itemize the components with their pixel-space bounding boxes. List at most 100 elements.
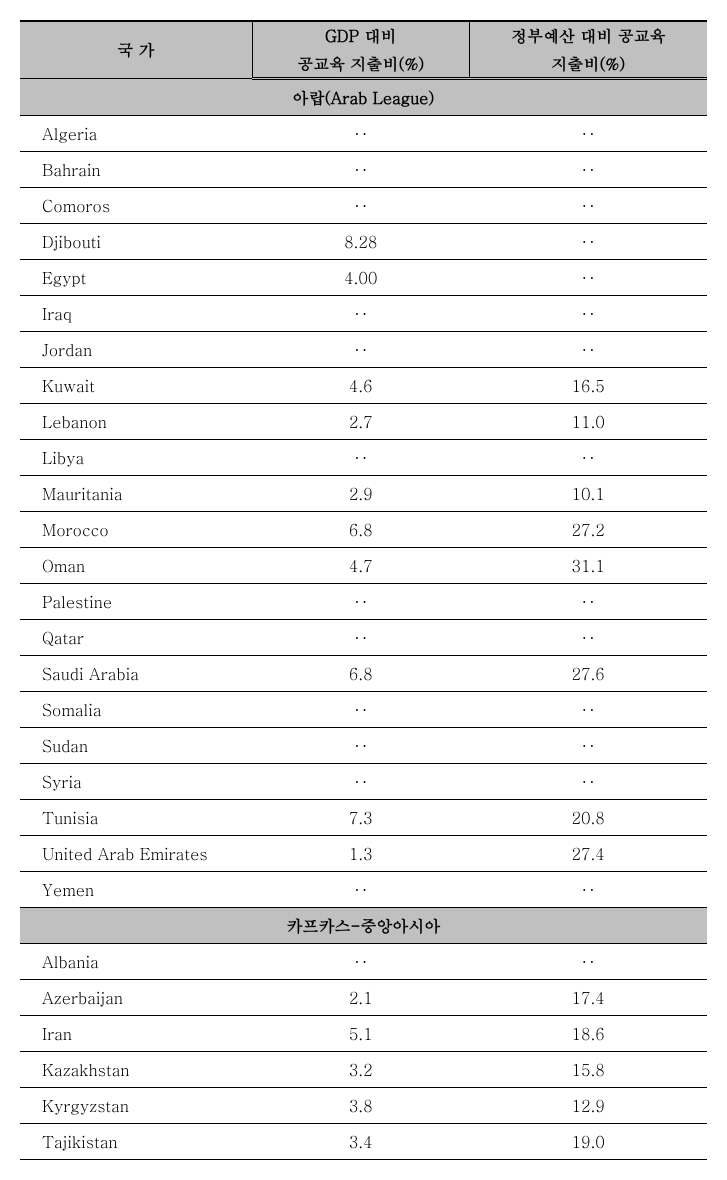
- gov-cell: ‥: [469, 584, 707, 620]
- country-cell: Syria: [20, 764, 252, 800]
- gov-cell: ‥: [469, 188, 707, 224]
- table-row: Lebanon2.711.0: [20, 404, 707, 440]
- gov-cell: 12.9: [469, 1088, 707, 1124]
- gdp-cell: 3.4: [252, 1124, 469, 1160]
- gov-cell: 17.4: [469, 980, 707, 1016]
- col-header-gov-line1: 정부예산 대비 공교육: [469, 21, 707, 50]
- gdp-cell: ‥: [252, 332, 469, 368]
- gdp-cell: ‥: [252, 440, 469, 476]
- table-body: 아랍(Arab League)Algeria‥‥Bahrain‥‥Comoros…: [20, 79, 707, 1160]
- country-cell: Djibouti: [20, 224, 252, 260]
- col-header-gdp-line1: GDP 대비: [252, 21, 469, 50]
- table-row: Egypt4.00‥: [20, 260, 707, 296]
- table-row: Yemen‥‥: [20, 872, 707, 908]
- country-cell: Albania: [20, 944, 252, 980]
- country-cell: Egypt: [20, 260, 252, 296]
- country-cell: United Arab Emirates: [20, 836, 252, 872]
- gdp-cell: 8.28: [252, 224, 469, 260]
- gdp-cell: ‥: [252, 116, 469, 152]
- gdp-cell: ‥: [252, 872, 469, 908]
- country-cell: Iran: [20, 1016, 252, 1052]
- gdp-cell: 1.3: [252, 836, 469, 872]
- gdp-cell: ‥: [252, 152, 469, 188]
- country-cell: Kazakhstan: [20, 1052, 252, 1088]
- gov-cell: ‥: [469, 260, 707, 296]
- table-row: Syria‥‥: [20, 764, 707, 800]
- country-cell: Bahrain: [20, 152, 252, 188]
- gov-cell: ‥: [469, 728, 707, 764]
- col-header-gdp-line2: 공교육 지출비(%): [252, 50, 469, 79]
- gov-cell: 27.2: [469, 512, 707, 548]
- gov-cell: ‥: [469, 944, 707, 980]
- table-header: 국 가 GDP 대비 정부예산 대비 공교육 공교육 지출비(%) 지출비(%): [20, 21, 707, 79]
- gov-cell: ‥: [469, 440, 707, 476]
- gdp-cell: ‥: [252, 620, 469, 656]
- table-row: Albania‥‥: [20, 944, 707, 980]
- country-cell: Qatar: [20, 620, 252, 656]
- gov-cell: ‥: [469, 332, 707, 368]
- gov-cell: 19.0: [469, 1124, 707, 1160]
- country-cell: Sudan: [20, 728, 252, 764]
- education-expenditure-table: 국 가 GDP 대비 정부예산 대비 공교육 공교육 지출비(%) 지출비(%)…: [20, 20, 707, 1160]
- col-header-country: 국 가: [20, 21, 252, 79]
- table-row: Palestine‥‥: [20, 584, 707, 620]
- country-cell: Kuwait: [20, 368, 252, 404]
- gov-cell: ‥: [469, 224, 707, 260]
- gov-cell: 27.6: [469, 656, 707, 692]
- gov-cell: 31.1: [469, 548, 707, 584]
- table-row: Kazakhstan3.215.8: [20, 1052, 707, 1088]
- gdp-cell: 2.1: [252, 980, 469, 1016]
- gdp-cell: 6.8: [252, 656, 469, 692]
- gdp-cell: ‥: [252, 692, 469, 728]
- gdp-cell: 6.8: [252, 512, 469, 548]
- table-row: Algeria‥‥: [20, 116, 707, 152]
- table-row: Qatar‥‥: [20, 620, 707, 656]
- gov-cell: 27.4: [469, 836, 707, 872]
- gdp-cell: 2.9: [252, 476, 469, 512]
- table-row: Somalia‥‥: [20, 692, 707, 728]
- gov-cell: ‥: [469, 764, 707, 800]
- country-cell: Algeria: [20, 116, 252, 152]
- table-row: Saudi Arabia6.827.6: [20, 656, 707, 692]
- gdp-cell: 4.7: [252, 548, 469, 584]
- gdp-cell: 5.1: [252, 1016, 469, 1052]
- country-cell: Yemen: [20, 872, 252, 908]
- table-row: Iran5.118.6: [20, 1016, 707, 1052]
- gdp-cell: 7.3: [252, 800, 469, 836]
- country-cell: Palestine: [20, 584, 252, 620]
- table-row: Kuwait4.616.5: [20, 368, 707, 404]
- table-row: Djibouti8.28‥: [20, 224, 707, 260]
- country-cell: Tajikistan: [20, 1124, 252, 1160]
- gov-cell: ‥: [469, 116, 707, 152]
- table-row: Iraq‥‥: [20, 296, 707, 332]
- country-cell: Morocco: [20, 512, 252, 548]
- gov-cell: ‥: [469, 692, 707, 728]
- country-cell: Mauritania: [20, 476, 252, 512]
- table-row: Mauritania2.910.1: [20, 476, 707, 512]
- gdp-cell: 2.7: [252, 404, 469, 440]
- gdp-cell: ‥: [252, 944, 469, 980]
- gov-cell: ‥: [469, 620, 707, 656]
- country-cell: Lebanon: [20, 404, 252, 440]
- gdp-cell: ‥: [252, 188, 469, 224]
- country-cell: Somalia: [20, 692, 252, 728]
- gov-cell: 15.8: [469, 1052, 707, 1088]
- table-row: United Arab Emirates1.327.4: [20, 836, 707, 872]
- gov-cell: ‥: [469, 296, 707, 332]
- table-row: Bahrain‥‥: [20, 152, 707, 188]
- table-row: Tajikistan3.419.0: [20, 1124, 707, 1160]
- col-header-gov-line2: 지출비(%): [469, 50, 707, 79]
- section-header: 카프카스-중앙아시아: [20, 908, 707, 944]
- gdp-cell: ‥: [252, 296, 469, 332]
- country-cell: Kyrgyzstan: [20, 1088, 252, 1124]
- gov-cell: 20.8: [469, 800, 707, 836]
- table-row: Oman4.731.1: [20, 548, 707, 584]
- gov-cell: 18.6: [469, 1016, 707, 1052]
- table-row: Morocco6.827.2: [20, 512, 707, 548]
- country-cell: Iraq: [20, 296, 252, 332]
- table-row: Azerbaijan2.117.4: [20, 980, 707, 1016]
- country-cell: Azerbaijan: [20, 980, 252, 1016]
- gov-cell: 10.1: [469, 476, 707, 512]
- section-header: 아랍(Arab League): [20, 79, 707, 116]
- table-row: Sudan‥‥: [20, 728, 707, 764]
